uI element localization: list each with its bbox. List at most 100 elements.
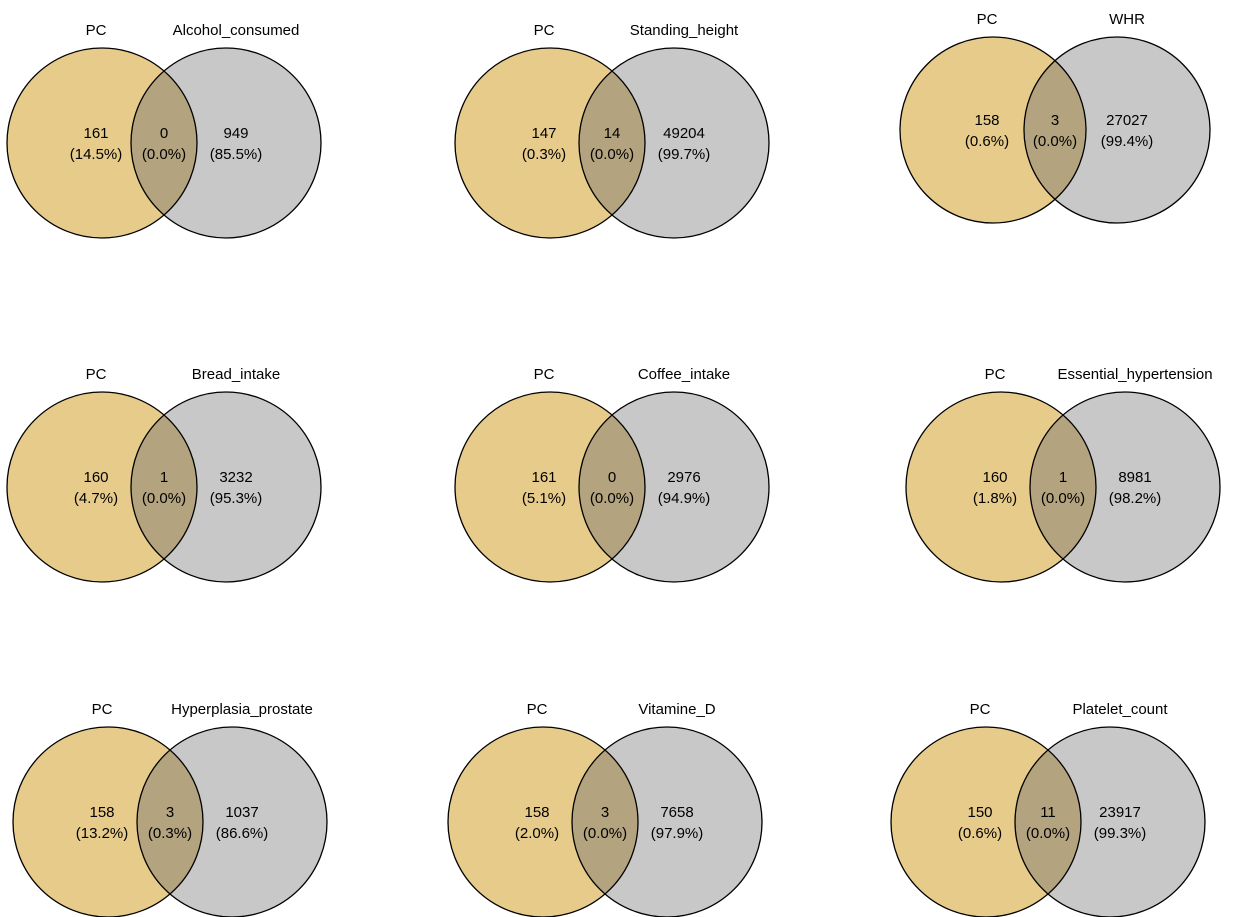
left-set-label: PC [86, 22, 107, 39]
left-only-count: 150 [967, 804, 992, 821]
left-circle-outline [454, 47, 646, 239]
left-only-percent: (4.7%) [74, 490, 118, 507]
right-only-percent: (99.3%) [1094, 825, 1147, 842]
overlap-count: 11 [1040, 804, 1056, 821]
overlap-region [131, 48, 197, 238]
left-set-label: PC [534, 366, 555, 383]
right-only-percent: (86.6%) [216, 825, 269, 842]
left-set-label: PC [527, 701, 548, 718]
left-circle-outline [899, 36, 1087, 224]
left-set-label: PC [86, 366, 107, 383]
right-set-label: Essential_hypertension [1057, 366, 1212, 383]
right-set-label: Bread_intake [192, 366, 280, 383]
right-circle-outline [578, 391, 770, 583]
overlap-percent: (0.0%) [142, 490, 186, 507]
left-only-percent: (13.2%) [76, 825, 129, 842]
right-set-label: Coffee_intake [638, 366, 730, 383]
overlap-region [1030, 392, 1096, 582]
right-only-percent: (99.4%) [1101, 133, 1154, 150]
right-only-count: 3232 [219, 469, 252, 486]
overlap-percent: (0.0%) [1026, 825, 1070, 842]
right-only-count: 949 [223, 125, 248, 142]
right-circle-outline [136, 726, 328, 917]
left-set-label: PC [977, 11, 998, 28]
right-only-count: 49204 [663, 125, 705, 142]
left-set-label: PC [970, 701, 991, 718]
overlap-region [579, 392, 645, 582]
overlap-region [579, 48, 645, 238]
overlap-region [131, 392, 197, 582]
overlap-percent: (0.0%) [590, 146, 634, 163]
right-circle-outline [1029, 391, 1221, 583]
venn-diagram: PC WHR 158 (0.6%) 3 (0.0%) 27027 (99.4%) [899, 11, 1211, 224]
left-only-count: 161 [83, 125, 108, 142]
venn-diagram: PC Vitamine_D 158 (2.0%) 3 (0.0%) 7658 (97.9%) [447, 701, 763, 917]
left-set-label: PC [985, 366, 1006, 383]
right-circle-outline [1014, 726, 1206, 917]
overlap-percent: (0.3%) [148, 825, 192, 842]
overlap-count: 3 [166, 804, 174, 821]
left-only-count: 158 [974, 112, 999, 129]
right-set-label: WHR [1109, 11, 1145, 28]
venn-diagram: PC Hyperplasia_prostate 158 (13.2%) 3 (0.3%) 1… [12, 701, 328, 917]
overlap-region [572, 727, 638, 917]
right-set-label: Standing_height [630, 22, 739, 39]
right-set-label: Platelet_count [1072, 701, 1168, 718]
right-circle-outline [130, 391, 322, 583]
venn-diagram: PC Bread_intake 160 (4.7%) 1 (0.0%) 3232 (95.3%… [6, 366, 322, 583]
right-only-count: 23917 [1099, 804, 1141, 821]
right-only-percent: (97.9%) [651, 825, 704, 842]
overlap-count: 3 [601, 804, 609, 821]
overlap-percent: (0.0%) [142, 146, 186, 163]
overlap-percent: (0.0%) [583, 825, 627, 842]
left-only-count: 158 [89, 804, 114, 821]
right-only-count: 1037 [225, 804, 258, 821]
left-circle-outline [905, 391, 1097, 583]
right-only-count: 27027 [1106, 112, 1148, 129]
left-only-percent: (0.3%) [522, 146, 566, 163]
left-only-count: 161 [531, 469, 556, 486]
right-only-count: 7658 [660, 804, 693, 821]
left-only-percent: (0.6%) [965, 133, 1009, 150]
left-only-count: 147 [531, 125, 556, 142]
left-set-label: PC [534, 22, 555, 39]
overlap-count: 0 [608, 469, 616, 486]
left-only-count: 160 [982, 469, 1007, 486]
overlap-count: 0 [160, 125, 168, 142]
right-only-percent: (85.5%) [210, 146, 263, 163]
right-circle-outline [578, 47, 770, 239]
right-circle-outline [130, 47, 322, 239]
overlap-count: 1 [1059, 469, 1067, 486]
right-set-label: Hyperplasia_prostate [171, 701, 313, 718]
venn-diagram: PC Coffee_intake 161 (5.1%) 0 (0.0%) 2976 (94.9… [454, 366, 770, 583]
left-circle-outline [454, 391, 646, 583]
left-only-count: 158 [524, 804, 549, 821]
venn-diagram: PC Platelet_count 150 (0.6%) 11 (0.0%) 23917 (9… [890, 701, 1206, 917]
venn-diagram: PC Alcohol_consumed 161 (14.5%) 0 (0.0%) 949 (8… [6, 22, 322, 239]
right-only-percent: (94.9%) [658, 490, 711, 507]
left-only-percent: (0.6%) [958, 825, 1002, 842]
right-only-count: 2976 [667, 469, 700, 486]
overlap-region [137, 727, 203, 917]
left-only-percent: (2.0%) [515, 825, 559, 842]
overlap-percent: (0.0%) [1033, 133, 1077, 150]
right-circle-outline [1023, 36, 1211, 224]
venn-diagram: PC Essential_hypertension 160 (1.8%) 1 (0.0%)… [905, 366, 1221, 583]
right-only-count: 8981 [1118, 469, 1151, 486]
left-only-percent: (1.8%) [973, 490, 1017, 507]
left-set-label: PC [92, 701, 113, 718]
right-only-percent: (98.2%) [1109, 490, 1162, 507]
overlap-region [1015, 727, 1081, 917]
right-circle-outline [571, 726, 763, 917]
left-only-count: 160 [83, 469, 108, 486]
overlap-count: 3 [1051, 112, 1059, 129]
overlap-percent: (0.0%) [590, 490, 634, 507]
right-set-label: Vitamine_D [638, 701, 715, 718]
left-only-percent: (14.5%) [70, 146, 123, 163]
right-only-percent: (95.3%) [210, 490, 263, 507]
overlap-region [1024, 37, 1086, 223]
left-circle-outline [890, 726, 1082, 917]
right-only-percent: (99.7%) [658, 146, 711, 163]
left-circle-outline [6, 391, 198, 583]
